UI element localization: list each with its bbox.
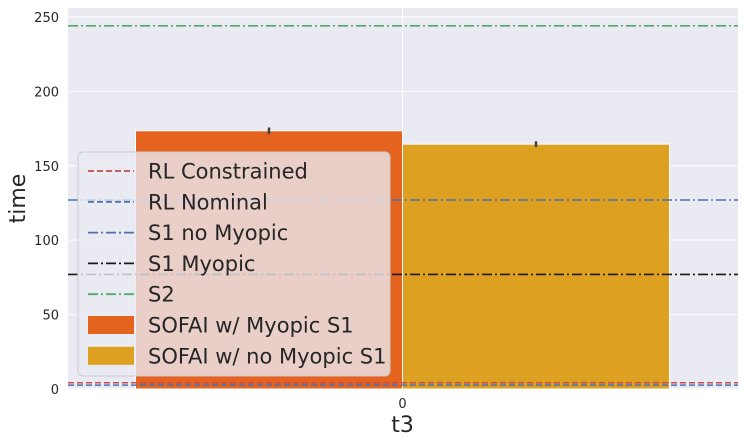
legend-label: RL Constrained (148, 160, 308, 184)
y-tick-label: 250 (34, 11, 59, 26)
legend-swatch (88, 346, 134, 365)
y-tick-label: 100 (34, 234, 59, 249)
legend-item: RL Nominal (88, 190, 268, 214)
legend-label: S1 no Myopic (148, 221, 288, 245)
y-ticks: 0 50 100 150 200 250 (34, 11, 59, 398)
legend-item: S1 no Myopic (88, 221, 288, 245)
y-tick-label: 0 (51, 383, 59, 398)
legend-item: RL Constrained (88, 160, 308, 184)
bar (402, 143, 670, 390)
legend-label: S2 (148, 283, 175, 307)
legend-label: RL Nominal (148, 190, 268, 214)
legend-box (77, 151, 391, 377)
legend-item: S1 Myopic (88, 252, 255, 276)
legend: RL Constrained RL Nominal S1 no Myopic S1 M… (77, 151, 391, 377)
y-tick-label: 50 (42, 309, 59, 324)
x-ticks: 0 (398, 397, 406, 412)
x-tick-label: 0 (398, 397, 406, 412)
legend-label: S1 Myopic (148, 252, 255, 276)
legend-item: SOFAI w/ Myopic S1 (88, 314, 354, 338)
y-axis-label: time (6, 174, 31, 224)
y-tick-label: 200 (34, 85, 59, 100)
x-axis-label: t3 (391, 413, 414, 438)
legend-swatch (88, 316, 134, 334)
legend-item: SOFAI w/ no Myopic S1 (88, 344, 386, 368)
legend-item: S2 (88, 283, 175, 307)
y-tick-label: 150 (34, 160, 59, 175)
legend-label: SOFAI w/ Myopic S1 (148, 314, 354, 338)
legend-label: SOFAI w/ no Myopic S1 (148, 344, 386, 368)
